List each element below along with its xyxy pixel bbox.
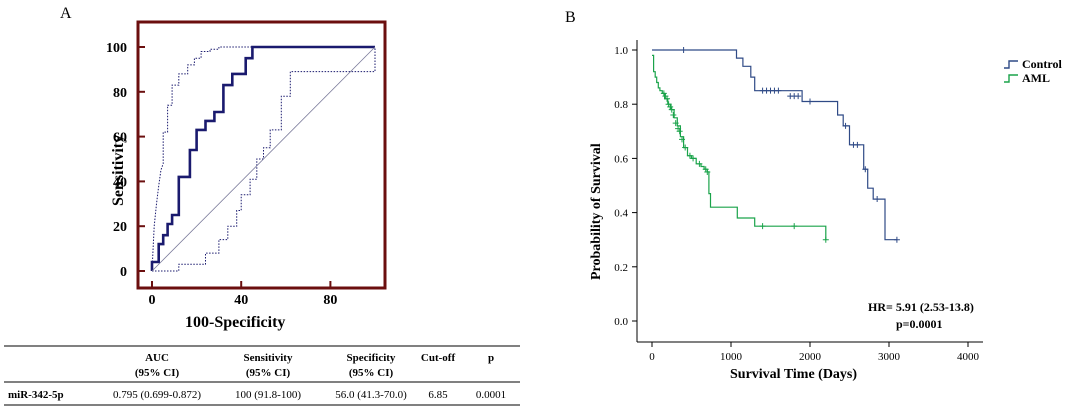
km-censor-mark-control	[854, 141, 861, 148]
td-sensitivity: 100 (91.8-100)	[235, 389, 301, 401]
km-x-tick-label: 1000	[720, 351, 743, 363]
km-legend: Control AML	[1004, 57, 1062, 85]
panel-label-a: A	[60, 5, 72, 22]
panel-label-b: B	[565, 9, 576, 26]
km-censor-mark-control	[775, 87, 782, 94]
roc-x-axis-title: 100-Specificity	[185, 314, 285, 331]
roc-y-axis-title: Sensitivity	[110, 135, 127, 206]
td-cutoff: 6.85	[428, 389, 448, 401]
km-y-axis-title: Probability of Survival	[589, 143, 604, 280]
legend-label-control: Control	[1022, 57, 1062, 71]
survival-chart: 0.0 0.2 0.4 0.6 0.8 1.0 0 1000 2000 3000 4000 Sur…	[589, 40, 1062, 382]
km-censor-mark-aml	[690, 155, 697, 162]
roc-series-reference	[151, 46, 376, 272]
km-censor-mark-control	[893, 236, 900, 243]
td-specificity: 56.0 (41.3-70.0)	[335, 389, 407, 401]
km-censor-mark-aml	[822, 236, 829, 243]
roc-y-tick-label: 100	[106, 41, 127, 56]
roc-y-tick-label: 20	[113, 220, 127, 235]
p-value-annotation: p=0.0001	[896, 317, 943, 331]
roc-series-roc	[150, 45, 375, 271]
km-censor-mark-control	[807, 98, 813, 105]
results-table: AUC (95% CI) Sensitivity (95% CI) Specif…	[4, 345, 520, 406]
km-censor-mark-aml	[682, 144, 689, 151]
km-censor-mark-aml	[664, 95, 671, 102]
km-x-tick-label: 4000	[957, 351, 980, 363]
legend-swatch-control	[1004, 60, 1018, 69]
roc-x-tick-label: 80	[323, 293, 337, 308]
km-censor-mark-aml	[676, 128, 683, 135]
km-censor-mark-control	[874, 196, 881, 203]
roc-y-tick-label: 60	[113, 131, 127, 146]
th-specificity: Specificity	[347, 352, 396, 364]
km-censor-mark-control	[680, 47, 687, 53]
km-x-tick-label: 2000	[799, 351, 822, 363]
roc-x-tick-label: 0	[149, 293, 156, 308]
roc-chart: 0 20 40 60 80 100 0 40 80 100-Specificity Sensi…	[106, 20, 387, 331]
td-p: 0.0001	[476, 389, 506, 401]
km-curve-aml	[652, 54, 827, 240]
km-y-tick-label: 0.8	[614, 99, 628, 111]
roc-y-tick-label: 0	[120, 265, 127, 280]
legend-swatch-aml	[1004, 74, 1018, 83]
km-censor-mark-aml	[696, 160, 703, 167]
td-marker: miR-342-5p	[8, 389, 64, 401]
roc-series-lower-95-ci	[152, 47, 376, 272]
td-auc: 0.795 (0.699-0.872)	[113, 389, 201, 401]
km-censor-mark-aml	[759, 223, 766, 230]
th-auc-ci: (95% CI)	[135, 367, 180, 379]
km-y-tick-label: 1.0	[614, 45, 628, 57]
hr-annotation: HR= 5.91 (2.53-13.8)	[868, 300, 974, 314]
km-censor-mark-aml	[686, 152, 693, 159]
roc-x-tick-label: 40	[234, 293, 248, 308]
km-censor-mark-control	[862, 166, 869, 173]
km-censor-mark-aml	[668, 106, 675, 113]
roc-series-upper-95-ci	[151, 46, 375, 272]
km-censor-mark-aml	[679, 136, 686, 143]
km-x-tick-label: 3000	[878, 351, 901, 363]
th-specificity-ci: (95% CI)	[349, 367, 394, 379]
km-y-tick-label: 0.4	[614, 208, 628, 220]
km-censor-mark-control	[842, 122, 849, 129]
km-y-tick-label: 0.0	[614, 316, 628, 328]
km-censor-mark-aml	[672, 120, 679, 127]
km-censor-mark-aml	[791, 223, 798, 230]
km-y-tick-label: 0.2	[614, 262, 628, 274]
km-censor-mark-control	[795, 93, 802, 100]
th-auc: AUC	[145, 352, 169, 364]
roc-plot-frame	[136, 20, 387, 290]
km-x-tick-label: 0	[649, 351, 655, 363]
th-cutoff: Cut-off	[421, 352, 456, 364]
km-y-tick-label: 0.6	[614, 153, 628, 165]
th-p: p	[488, 352, 494, 364]
km-x-axis-title: Survival Time (Days)	[730, 367, 857, 382]
legend-label-aml: AML	[1022, 71, 1050, 85]
km-censor-mark-aml	[670, 112, 677, 119]
roc-y-tick-label: 80	[113, 86, 127, 101]
th-sensitivity-ci: (95% CI)	[246, 367, 291, 379]
th-sensitivity: Sensitivity	[244, 352, 293, 364]
roc-y-tick-label: 40	[113, 175, 127, 190]
km-censor-mark-aml	[704, 168, 711, 175]
km-curve-control	[652, 49, 897, 241]
